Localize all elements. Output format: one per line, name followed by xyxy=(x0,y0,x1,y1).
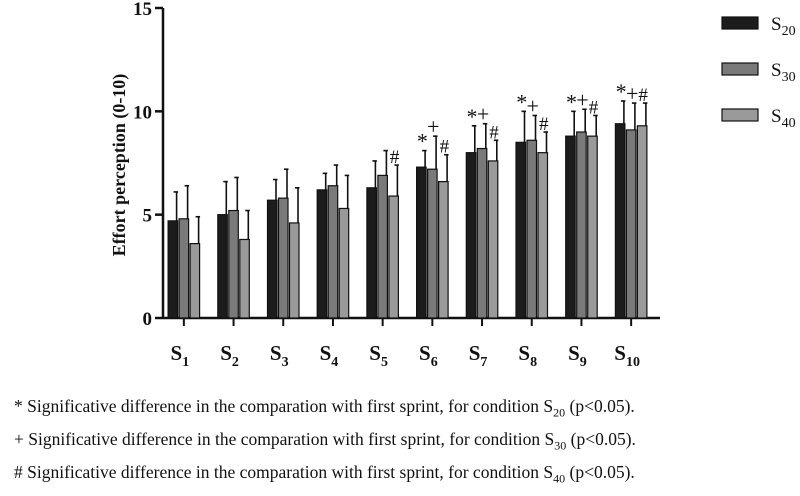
significance-marker: * xyxy=(616,79,627,104)
bar-s40 xyxy=(537,152,549,319)
x-tick-label: S5 xyxy=(369,341,388,370)
significance-marker: # xyxy=(440,137,450,158)
x-tick-label: S4 xyxy=(320,341,339,370)
bar-s20 xyxy=(614,123,626,319)
legend-label-s30: S30 xyxy=(771,60,796,85)
bar-s20 xyxy=(217,214,228,319)
bar-s30 xyxy=(178,218,190,319)
significance-marker: + xyxy=(427,114,439,139)
bar-s40 xyxy=(388,195,399,319)
significance-marker: * xyxy=(417,129,428,154)
bar-s20 xyxy=(167,220,179,319)
significance-marker: # xyxy=(638,85,648,106)
bar-s30 xyxy=(228,209,239,319)
legend-swatch-s40 xyxy=(721,108,759,122)
bar-s40 xyxy=(487,160,499,319)
significance-marker: + xyxy=(477,102,489,127)
x-tick-label: S3 xyxy=(270,341,289,370)
y-tick-label: 5 xyxy=(143,206,153,227)
significance-marker: * xyxy=(516,89,527,114)
bar-s20 xyxy=(266,199,278,319)
x-tick-label: S2 xyxy=(220,341,239,370)
bar-s40 xyxy=(636,125,648,319)
x-tick-label: S6 xyxy=(419,341,438,370)
bar-s30 xyxy=(625,129,637,319)
x-tick-label: S1 xyxy=(171,341,190,370)
significance-marker: # xyxy=(539,114,549,135)
bar-s30 xyxy=(576,131,587,319)
bar-s30 xyxy=(476,147,488,319)
bar-s30 xyxy=(327,185,339,319)
bar-s30 xyxy=(526,139,538,319)
footnote-s30: + Significative difference in the compar… xyxy=(14,429,636,453)
significance-marker: + xyxy=(626,81,638,106)
significance-marker: + xyxy=(576,87,588,112)
bar-s20 xyxy=(316,189,328,319)
legend-label-s20: S20 xyxy=(771,14,796,39)
bar-s20 xyxy=(416,166,427,319)
legend-label-s40: S40 xyxy=(771,106,796,131)
bar-s30 xyxy=(427,168,438,319)
bar-s40 xyxy=(288,222,300,319)
significance-marker: # xyxy=(589,97,599,118)
bar-s40 xyxy=(338,207,350,319)
x-tick-label: S7 xyxy=(469,341,488,370)
significance-marker: + xyxy=(527,93,539,118)
significance-marker: # xyxy=(390,147,400,168)
bar-s40 xyxy=(438,181,449,319)
significance-marker: * xyxy=(566,89,577,114)
y-axis-label: Effort perception (0-10) xyxy=(109,74,130,257)
footnote-s40: # Significative difference in the compar… xyxy=(14,462,635,486)
bar-s20 xyxy=(465,152,477,319)
significance-marker: * xyxy=(467,104,478,129)
bar-s30 xyxy=(277,197,289,319)
legend-swatch-s20 xyxy=(721,16,759,30)
bar-s20 xyxy=(515,141,527,319)
bar-s20 xyxy=(565,135,576,319)
y-tick-label: 0 xyxy=(143,309,153,330)
footnote-s20: * Significative difference in the compar… xyxy=(14,396,635,420)
x-tick-label: S8 xyxy=(518,341,537,370)
significance-marker: # xyxy=(489,122,499,143)
bar-s20 xyxy=(366,187,377,319)
legend-swatch-s30 xyxy=(721,62,759,76)
bar-s40 xyxy=(587,135,598,319)
x-tick-label: S10 xyxy=(614,341,640,370)
bar-s30 xyxy=(377,174,388,319)
y-tick-label: 15 xyxy=(133,0,152,20)
bar-s40 xyxy=(189,243,201,319)
footnotes: * Significative difference in the compar… xyxy=(14,390,794,489)
effort-chart: 0 5 10 15 Effort perception (0-10) S1 S2 S3 S4 S5… xyxy=(109,0,796,370)
y-tick-label: 10 xyxy=(133,102,152,123)
x-tick-label: S9 xyxy=(568,341,587,370)
bar-s40 xyxy=(239,238,250,319)
